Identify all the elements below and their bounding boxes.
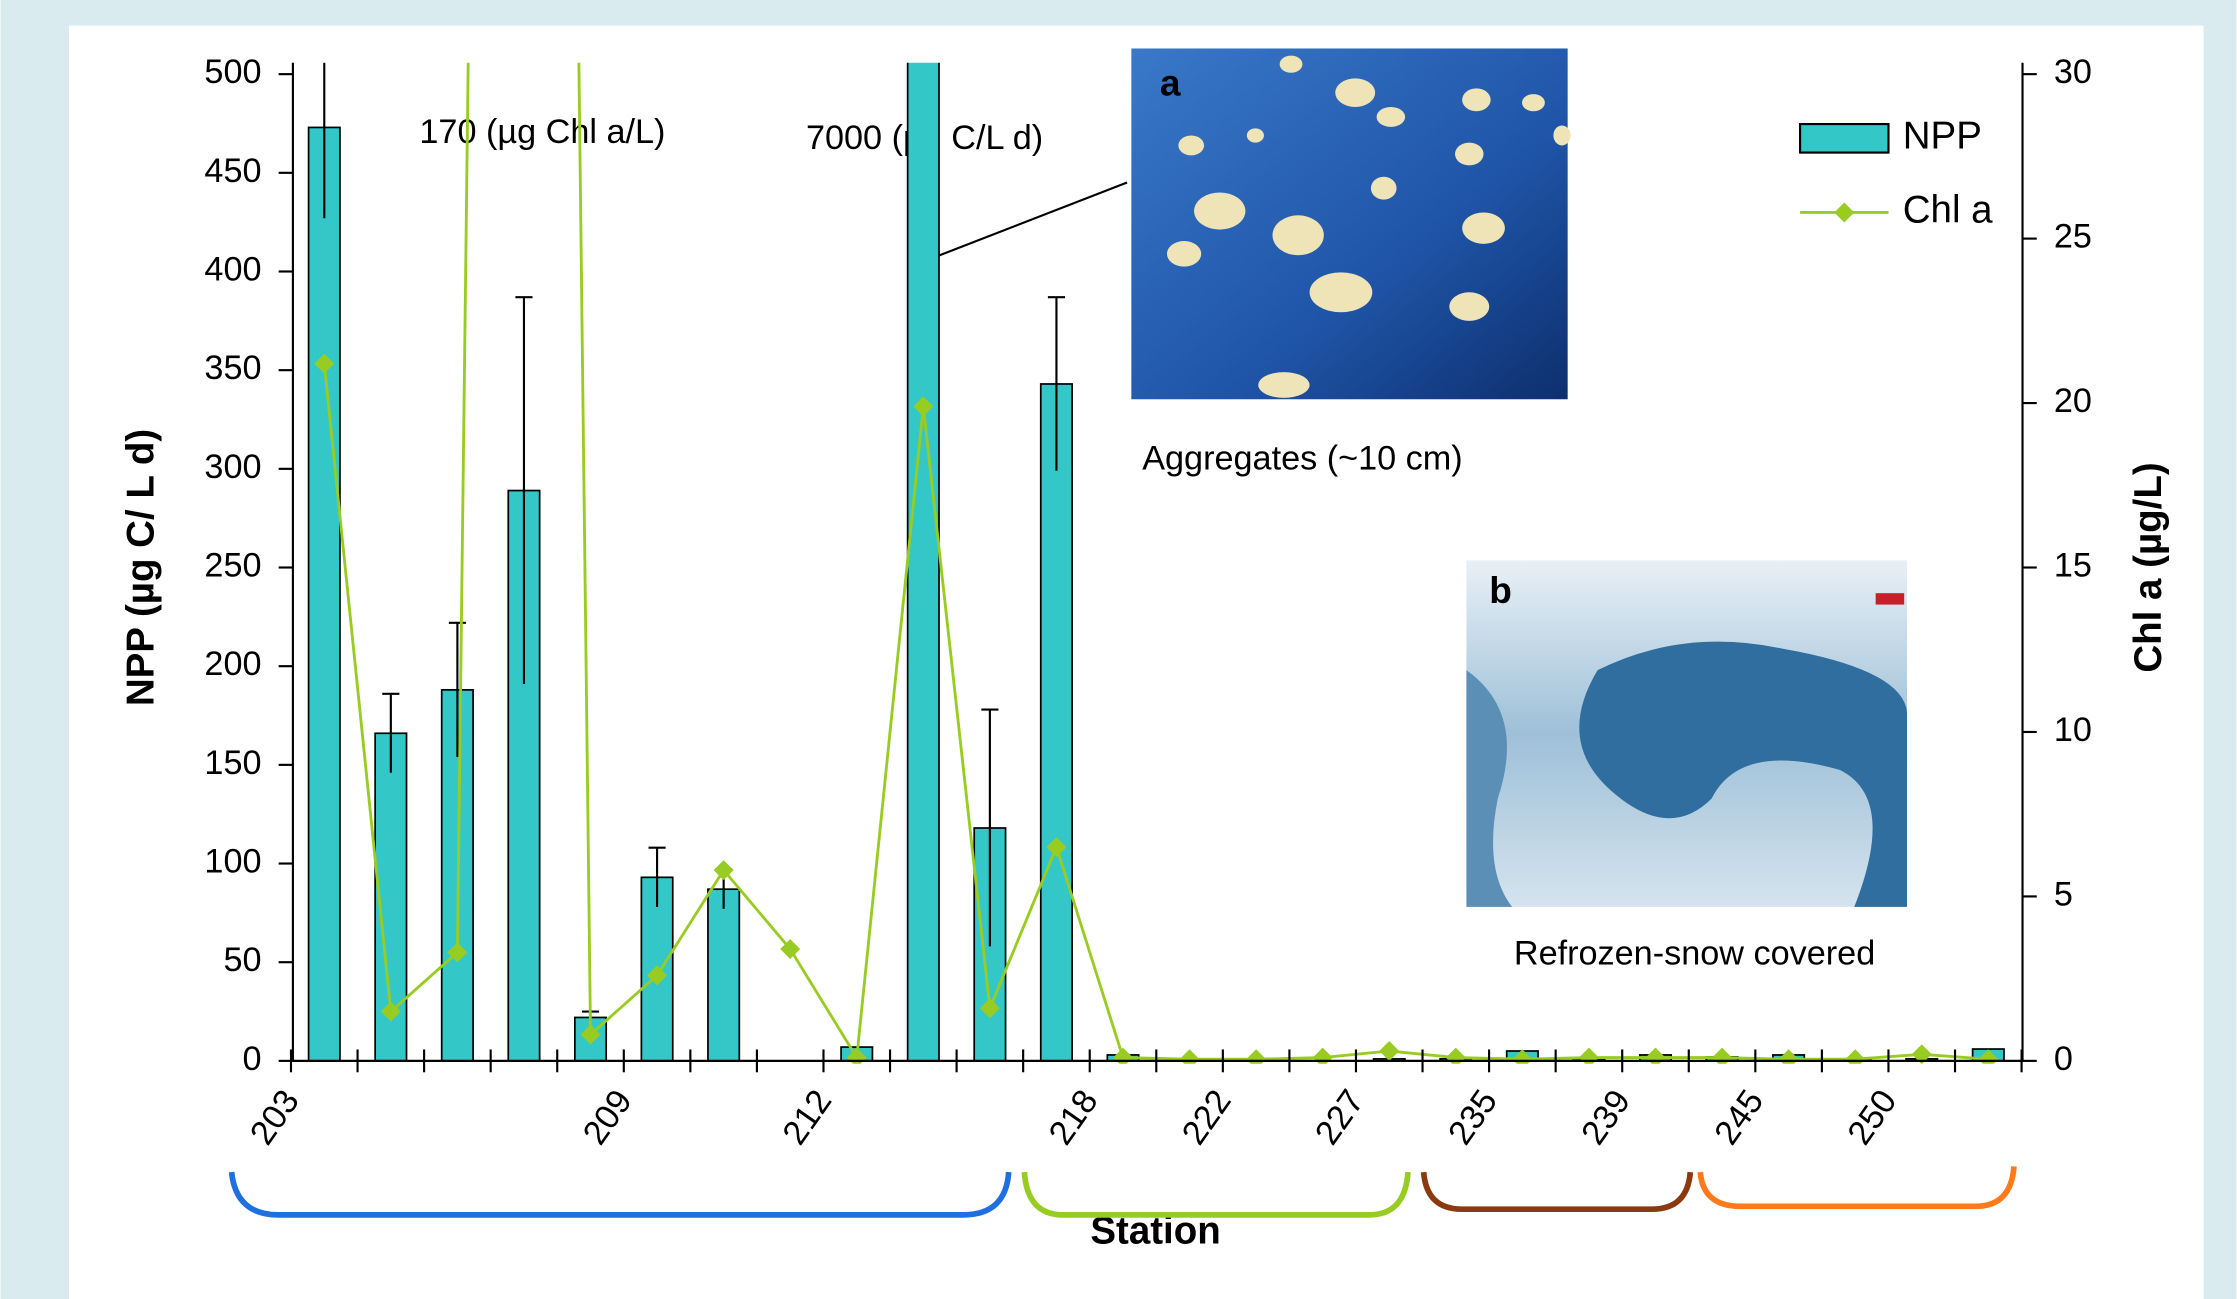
y2-tick-label: 25 (2054, 218, 2092, 256)
sled (1876, 593, 1905, 604)
y2-tick-label: 20 (2054, 382, 2092, 420)
y-tick-label: 150 (204, 744, 261, 782)
inset-letter: a (1160, 61, 1181, 103)
y-tick-label: 250 (204, 547, 261, 585)
bar (309, 127, 340, 1060)
y-tick-label: 100 (204, 843, 261, 881)
legend-label: Chl a (1903, 189, 1993, 232)
legend-swatch (1800, 124, 1888, 153)
y-tick-label: 300 (204, 448, 261, 486)
annotation: 170 (µg Chl a/L) (419, 113, 665, 151)
y-axis-title: NPP (µg C/ L d) (119, 429, 162, 706)
inset-caption: Refrozen-snow covered (1514, 934, 1875, 972)
legend-label: NPP (1903, 114, 1982, 157)
bar (708, 889, 739, 1061)
y-tick-label: 500 (204, 53, 261, 91)
y2-tick-label: 0 (2054, 1040, 2073, 1078)
y-tick-label: 200 (204, 645, 261, 683)
bar (1041, 384, 1072, 1061)
y-tick-label: 350 (204, 349, 261, 387)
inset-caption: Aggregates (~10 cm) (1142, 440, 1462, 478)
y2-tick-label: 10 (2054, 711, 2092, 749)
y2-tick-label: 15 (2054, 547, 2092, 585)
y-tick-label: 450 (204, 152, 261, 190)
y-tick-label: 400 (204, 251, 261, 289)
y2-tick-label: 30 (2054, 53, 2092, 91)
inset-letter: b (1489, 569, 1512, 611)
y-tick-label: 0 (242, 1040, 261, 1078)
y2-axis-title: Chl a (µg/L) (2127, 462, 2170, 672)
chart: a Aggregates (~10 cm) b Refrozen-snow co… (0, 0, 2237, 1299)
y2-tick-label: 5 (2054, 875, 2073, 913)
y-tick-label: 50 (223, 941, 261, 979)
page: a Aggregates (~10 cm) b Refrozen-snow co… (0, 0, 2237, 1299)
bar (908, 0, 939, 1061)
